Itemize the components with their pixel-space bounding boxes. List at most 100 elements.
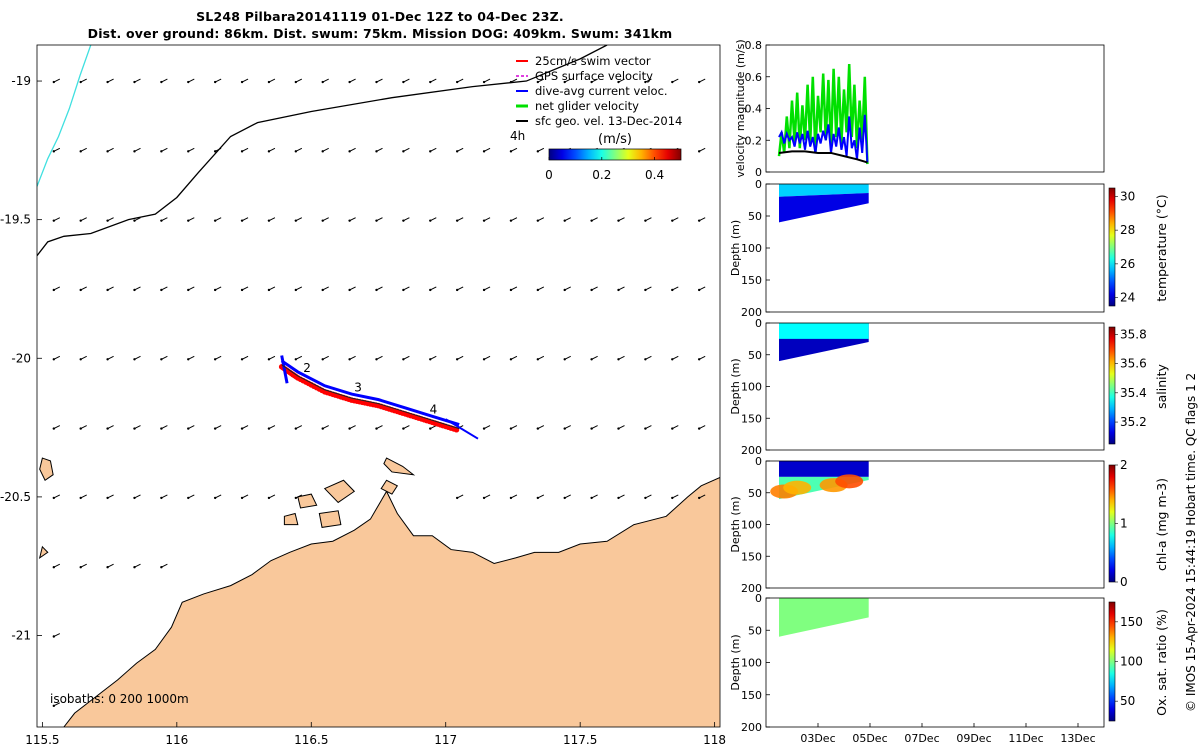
section-band-1 — [779, 323, 869, 339]
geo-vector-head — [213, 80, 217, 84]
geo-vector-head — [671, 358, 674, 361]
geo-vector-head — [563, 427, 566, 430]
geo-vector-head — [402, 427, 405, 430]
velocity-ytick-label: 0.6 — [745, 71, 763, 84]
section-ytick-label: 0 — [755, 317, 762, 330]
time-xtick-label: 11Dec — [1008, 732, 1043, 745]
section-colorbar-label: salinity — [1154, 363, 1169, 408]
island-7 — [39, 457, 54, 482]
geo-vector-head — [240, 80, 244, 84]
time-xtick-label: 09Dec — [956, 732, 991, 745]
geo-vector-head — [402, 288, 405, 292]
section-colorbar-tick-label: 35.8 — [1120, 327, 1147, 341]
geo-vector-head — [348, 80, 351, 84]
net-track-line — [281, 364, 460, 430]
legend-label-2: dive-avg current veloc. — [535, 84, 668, 98]
geo-vector-head — [240, 358, 244, 361]
geo-vector-head — [429, 358, 432, 361]
section-ytick-label: 200 — [741, 721, 762, 734]
legend-label-0: 25cm/s swim vector — [535, 54, 651, 68]
geo-vector-head — [644, 358, 647, 361]
geo-vector-head — [106, 150, 109, 153]
geo-vector-head — [106, 80, 109, 84]
section-ytick-label: 150 — [741, 550, 762, 563]
geo-vector-head — [133, 80, 136, 84]
section-ytick-label: 100 — [741, 519, 762, 532]
geo-vector-head — [697, 288, 701, 292]
velocity-series-1 — [778, 114, 869, 163]
current-vector-track — [280, 359, 460, 427]
legend-label-4: sfc geo. vel. 13-Dec-2014 — [535, 114, 682, 128]
geo-vector-head — [133, 566, 136, 569]
section-colorbar-tick-label: 35.4 — [1120, 386, 1147, 400]
velocity-ylabel: velocity magnitude (m/s) — [734, 39, 747, 177]
geo-vector-head — [133, 358, 136, 361]
map-colorbar-tick-label: 0.4 — [645, 168, 664, 182]
section-ytick-label: 50 — [748, 210, 762, 223]
geo-vector-head — [563, 219, 566, 222]
time-xtick-label: 07Dec — [904, 732, 939, 745]
section-panel-4: 0 50 100 150 200 Depth (m) 50 100 150 Ox. sat. ra… — [729, 592, 1169, 745]
geo-vector-head — [240, 496, 244, 500]
geo-vector-head — [106, 566, 109, 569]
geo-vector-head — [321, 358, 324, 361]
geo-vector-head — [267, 358, 271, 361]
section-colorbar-label: chl-a (mg m-3) — [1154, 478, 1169, 571]
geo-vector-head — [671, 219, 674, 222]
geo-vector-head — [267, 496, 271, 500]
geo-vector-head — [617, 358, 620, 361]
geo-vector-head — [617, 427, 620, 430]
map-xtick-label: 116.5 — [294, 733, 328, 747]
section-ytick-label: 150 — [741, 412, 762, 425]
geo-vector-head — [375, 80, 378, 84]
geo-vector-head — [455, 150, 459, 153]
section-colorbar-tick-label: 35.2 — [1120, 415, 1147, 429]
velocity-ytick-label: 0 — [755, 166, 762, 179]
geo-vector-head — [294, 427, 298, 430]
map-colorbar-label: (m/s) — [598, 132, 632, 147]
section-ylabel: Depth (m) — [729, 220, 742, 276]
section-band-0 — [779, 184, 869, 197]
geo-vector-head — [590, 219, 593, 222]
geo-vector-head — [133, 219, 136, 222]
section-colorbar-tick-label: 150 — [1120, 615, 1143, 629]
isobath-1000m — [37, 45, 92, 187]
geo-vector-head — [187, 219, 190, 222]
geo-vector-head — [536, 288, 540, 292]
current-vector-start — [280, 355, 289, 384]
section-colorbar-tick-label: 1 — [1120, 517, 1128, 531]
geo-vector-head — [590, 427, 593, 430]
geo-vector-head — [671, 288, 674, 292]
day-marker-4: 4 — [430, 403, 438, 417]
section-ytick-label: 50 — [748, 487, 762, 500]
geo-vector-head — [187, 427, 190, 430]
geo-vector-head — [697, 496, 701, 500]
geo-vector-head — [590, 288, 593, 292]
geo-vector-head — [644, 288, 647, 292]
geo-vector-head — [429, 219, 432, 222]
legend-4h-label: 4h — [510, 129, 525, 143]
geo-vector-head — [52, 288, 56, 292]
map-xtick-label: 117 — [434, 733, 457, 747]
section-colorbar-tick-label: 24 — [1120, 291, 1135, 305]
velocity-ytick-label: 0.8 — [745, 39, 763, 52]
geo-vector-head — [402, 150, 405, 153]
map-xtick-label: 117.5 — [563, 733, 597, 747]
geo-vector-head — [697, 358, 701, 361]
geo-vector-head — [509, 80, 513, 84]
geo-vector-head — [509, 219, 513, 222]
geo-vector-head — [590, 496, 593, 500]
isobath-200m — [37, 45, 608, 257]
geo-vector-head — [617, 80, 620, 84]
figure-title-line1: SL248 Pilbara20141119 01-Dec 12Z to 04-D… — [196, 9, 564, 24]
geo-vector-head — [402, 219, 405, 222]
map-ytick-label: -19 — [11, 74, 31, 88]
geo-vector-head — [482, 496, 486, 500]
geo-vector-head — [52, 427, 56, 430]
geo-vector-head — [697, 219, 701, 222]
section-band-1 — [779, 192, 869, 223]
section-ytick-label: 50 — [748, 624, 762, 637]
geo-vector-head — [644, 80, 647, 84]
geo-vector-head — [429, 150, 432, 153]
geo-vector-head — [455, 288, 459, 292]
